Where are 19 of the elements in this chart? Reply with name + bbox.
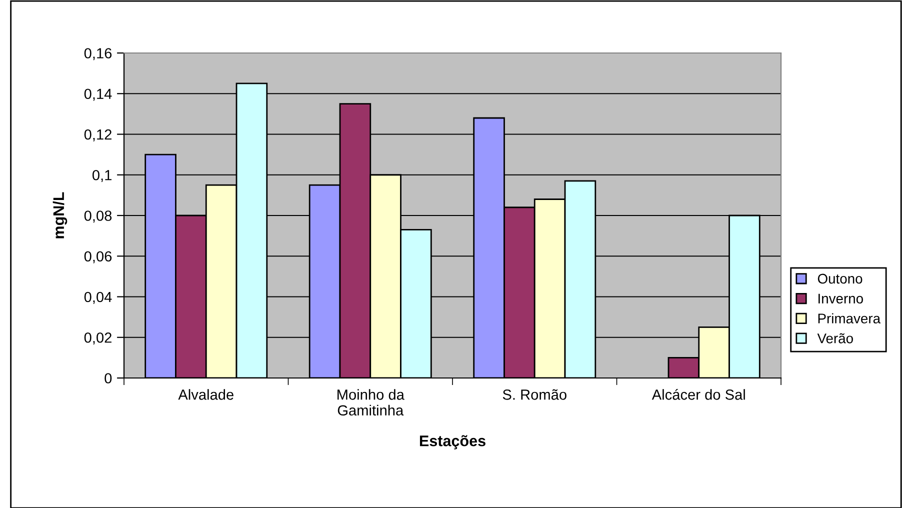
y-tick-label: 0,14 (84, 88, 112, 101)
legend-label: Outono (818, 274, 862, 284)
legend-label: Inverno (818, 294, 863, 304)
y-tick-label: 0 (104, 373, 112, 384)
y-axis-title: mgN/L (52, 192, 68, 238)
y-tick-label: 0,1 (92, 170, 112, 182)
x-tick-label: Alvalade (178, 389, 234, 400)
x-tick-label: Moinho da Gamitinha (338, 389, 404, 416)
y-tick-label: 0,16 (84, 48, 112, 60)
y-tick-label: 0,02 (84, 332, 112, 345)
x-tick-label: Alcácer do Sal (652, 388, 745, 400)
y-tick-label: 0,06 (84, 251, 112, 264)
legend-label: Primavera (818, 313, 881, 324)
y-tick-label: 0,08 (84, 210, 112, 223)
x-tick-label: S. Romão (502, 389, 566, 400)
legend-label: Verão (817, 333, 853, 344)
y-tick-label: 0,04 (84, 292, 112, 304)
x-axis-title: Estações (420, 435, 486, 450)
y-tick-label: 0,12 (84, 129, 112, 142)
